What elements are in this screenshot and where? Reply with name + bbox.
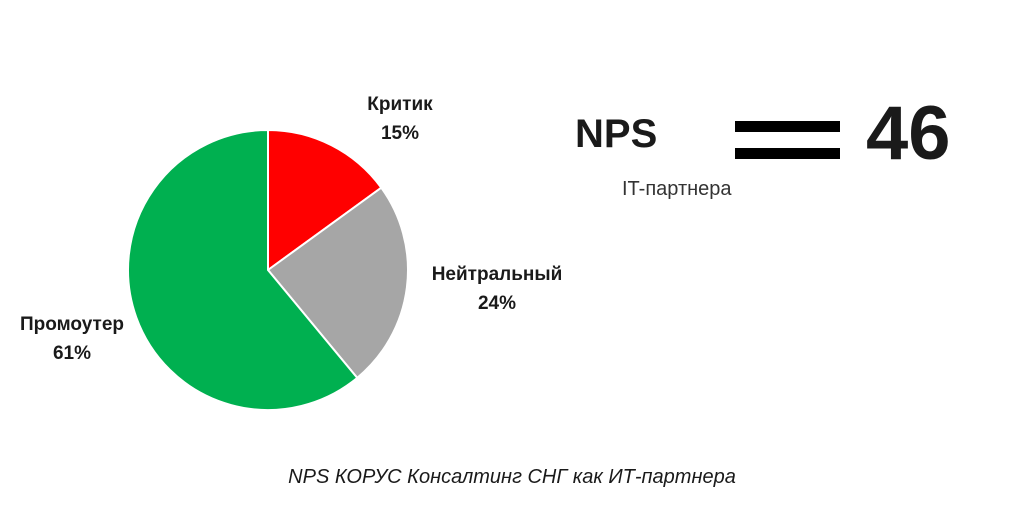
- slice-name-label-2: Нейтральный: [432, 264, 563, 285]
- slice-name-label-3: Промоутер: [20, 314, 124, 335]
- slice-value-label-2: 24%: [478, 293, 516, 314]
- slice-name-label-1: Критик: [367, 94, 433, 115]
- pie-slice-3: [127, 128, 359, 411]
- pie-slice-1: [267, 128, 383, 272]
- nps-value: 46: [866, 91, 951, 176]
- nps-subtitle: IT-партнера: [622, 178, 732, 200]
- chart-caption: NPS КОРУС Консалтинг СНГ как ИТ-партнера: [288, 466, 736, 488]
- nps-title: NPS: [575, 112, 658, 156]
- slice-value-label-3: 61%: [53, 343, 91, 364]
- equals-sign-icon: [735, 121, 840, 159]
- pie-slice-2: [266, 186, 409, 380]
- slice-value-label-1: 15%: [381, 123, 419, 144]
